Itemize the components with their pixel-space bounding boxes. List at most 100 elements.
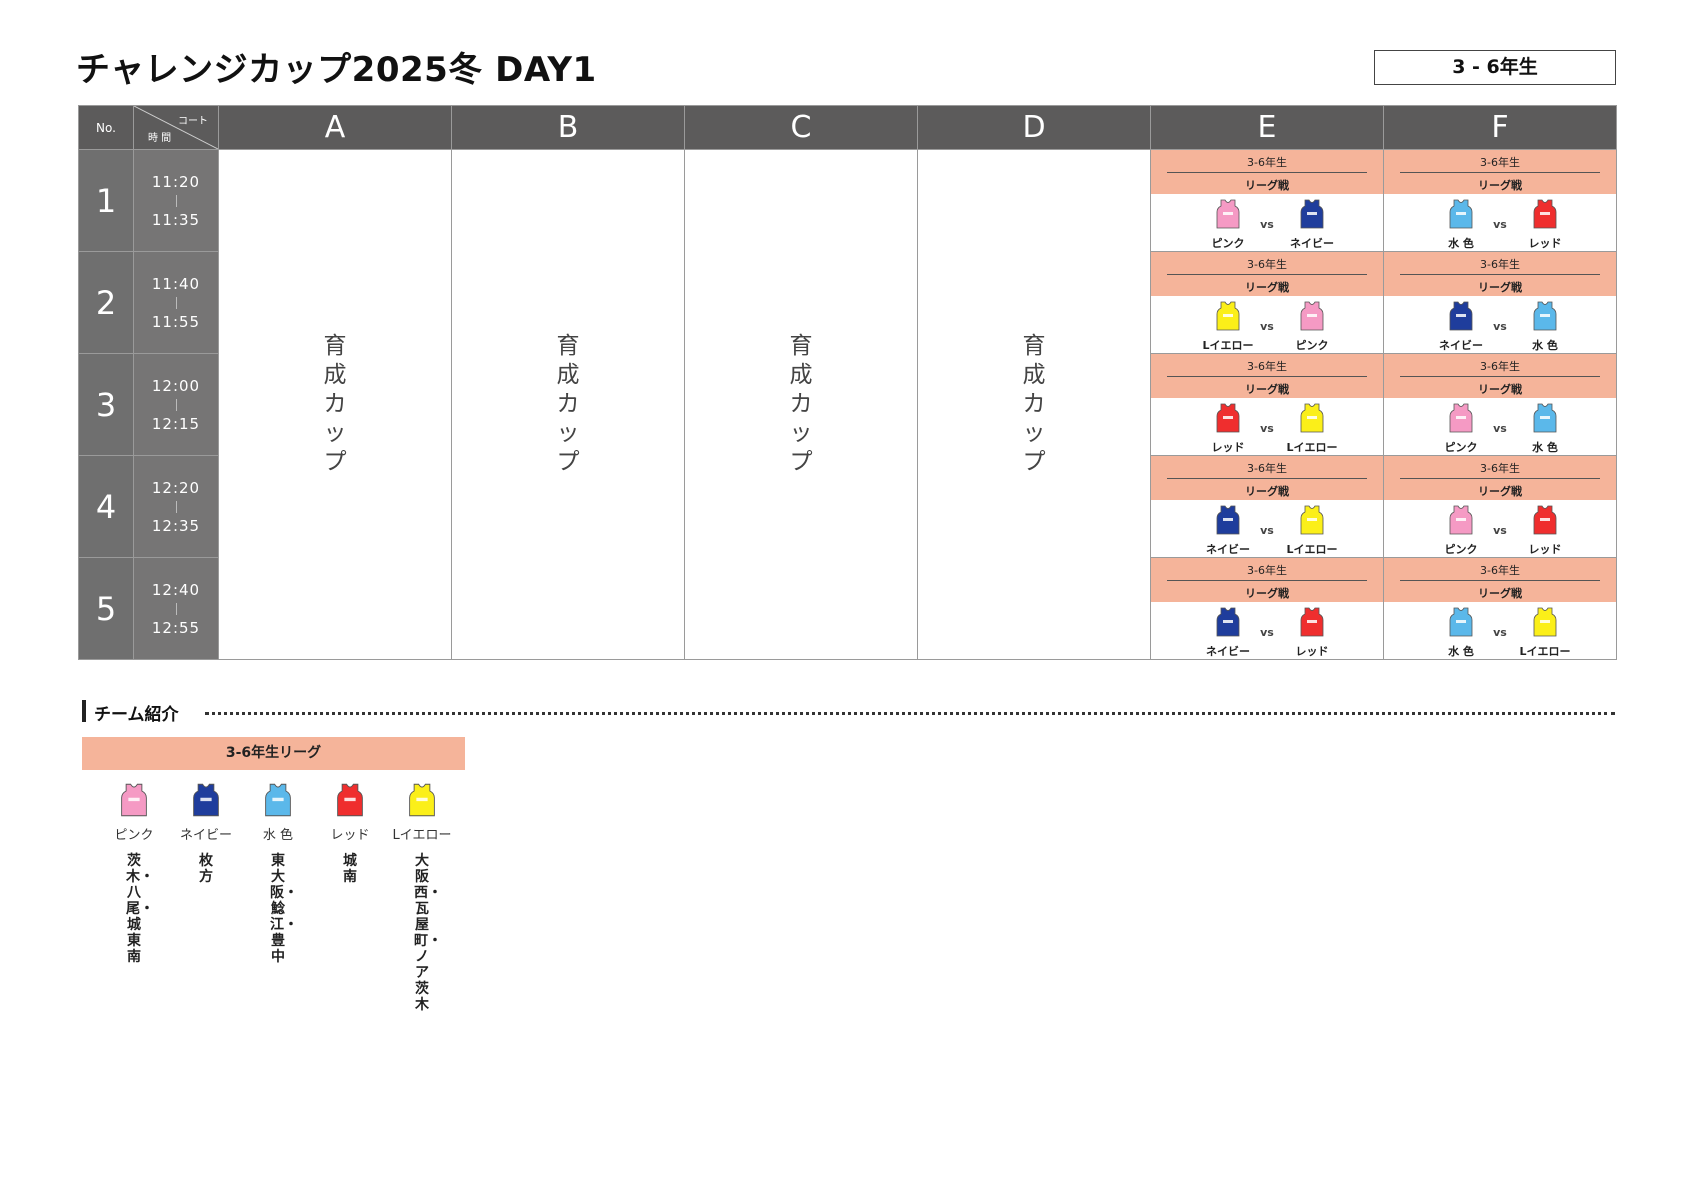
- team-name: レッド: [1528, 237, 1562, 250]
- team-name: 水 色: [1532, 441, 1558, 454]
- ikusei-cup-label: 育成カップ: [556, 333, 580, 475]
- team-name: Lイエロー: [1286, 441, 1338, 454]
- match-body: レッド vs Lイエロー: [1151, 398, 1383, 455]
- match-grade: 3-6年生: [1167, 256, 1367, 275]
- start-time: 12:20: [151, 478, 201, 497]
- table-row: 5 12:40 12:55 3-6年生 リーグ戦 ネイビー vs レッド 3-6年生 リーグ戦水 …: [78, 557, 1617, 660]
- team-members: 茨木・八尾・城東南: [126, 853, 154, 965]
- court-header-a: A: [218, 105, 452, 150]
- bib-icon: [191, 782, 221, 818]
- team-color-name: Lイエロー: [392, 828, 452, 843]
- team-left: 水 色: [1426, 606, 1496, 659]
- match-body: ネイビー vs レッド: [1151, 602, 1383, 659]
- bib-icon: [119, 782, 149, 818]
- team-left: レッド: [1193, 402, 1263, 455]
- match-body: Lイエロー vs ピンク: [1151, 296, 1383, 353]
- bib-icon: [1299, 300, 1325, 332]
- intro-dotted-rule: [205, 712, 1615, 715]
- intro-title: チーム紹介: [94, 705, 179, 725]
- bib-icon: [1448, 504, 1474, 536]
- team-members: 枚方: [199, 853, 213, 885]
- team-right: ピンク: [1277, 300, 1347, 353]
- match-cell-f: 3-6年生 リーグ戦 ネイビー vs 水 色: [1383, 251, 1617, 354]
- team-color-name: レッド: [330, 828, 370, 843]
- team-left: ピンク: [1426, 402, 1496, 455]
- match-grade: 3-6年生: [1400, 460, 1600, 479]
- bib-icon: [1215, 504, 1241, 536]
- ikusei-cup-court-a: 育成カップ: [218, 149, 452, 660]
- ikusei-cup-court-b: 育成カップ: [451, 149, 685, 660]
- team-name: ピンク: [1444, 441, 1478, 454]
- team-name: レッド: [1211, 441, 1245, 454]
- bib-icon: [335, 782, 365, 818]
- bib-icon: [1215, 402, 1241, 434]
- team-color-name: ピンク: [114, 828, 154, 843]
- vs-label: vs: [1493, 524, 1507, 537]
- team-right: レッド: [1277, 606, 1347, 659]
- table-row: 1 11:20 11:35 育成カップ 育成カップ 育成カップ 育成カップ 3-6年生 リーグ戦…: [78, 149, 1617, 660]
- team-left: 水 色: [1426, 198, 1496, 251]
- intro-bar: [82, 700, 86, 722]
- bib-icon: [407, 782, 437, 818]
- match-type: リーグ戦: [1245, 383, 1289, 396]
- team-members: 大阪西・瓦屋町・ノア茨木: [414, 853, 442, 1013]
- header-court-time: コート 時 間: [133, 105, 219, 150]
- bib-icon: [1448, 606, 1474, 638]
- time-slot: 12:00 12:15: [133, 353, 219, 456]
- ikusei-cup-court-d: 育成カップ: [917, 149, 1151, 660]
- match-type: リーグ戦: [1478, 485, 1522, 498]
- match-body: ピンク vs レッド: [1384, 500, 1616, 557]
- bib-icon: [1299, 606, 1325, 638]
- team-left: ネイビー: [1426, 300, 1496, 353]
- vs-label: vs: [1260, 422, 1274, 435]
- row-number: 2: [78, 251, 134, 354]
- team-name: ピンク: [1295, 339, 1329, 352]
- team-color-name: 水 色: [262, 828, 294, 843]
- team-name: Lイエロー: [1519, 645, 1571, 658]
- end-time: 12:55: [151, 618, 201, 637]
- row-number: 4: [78, 455, 134, 558]
- team-name: Lイエロー: [1286, 543, 1338, 556]
- team-left: Lイエロー: [1193, 300, 1263, 353]
- vs-label: vs: [1493, 626, 1507, 639]
- match-grade: 3-6年生: [1400, 256, 1600, 275]
- ikusei-cup-label: 育成カップ: [789, 333, 813, 475]
- team-name: レッド: [1528, 543, 1562, 556]
- bib-icon: [1215, 606, 1241, 638]
- end-time: 11:55: [151, 312, 201, 331]
- team-right: 水 色: [1510, 402, 1580, 455]
- match-body: ネイビー vs Lイエロー: [1151, 500, 1383, 557]
- match-header: 3-6年生 リーグ戦: [1384, 150, 1616, 194]
- team-name: ネイビー: [1206, 645, 1250, 658]
- court-header-d: D: [917, 105, 1151, 150]
- match-type: リーグ戦: [1245, 281, 1289, 294]
- team-right: Lイエロー: [1277, 402, 1347, 455]
- team-intro-item: ネイビー 枚方: [170, 782, 242, 885]
- team-left: ネイビー: [1193, 606, 1263, 659]
- start-time: 11:20: [151, 172, 201, 191]
- row-number: 3: [78, 353, 134, 456]
- match-body: 水 色 vs レッド: [1384, 194, 1616, 251]
- match-body: ピンク vs 水 色: [1384, 398, 1616, 455]
- start-time: 12:40: [151, 580, 201, 599]
- page-title: チャレンジカップ2025冬 DAY1: [76, 50, 597, 90]
- match-body: 水 色 vs Lイエロー: [1384, 602, 1616, 659]
- vs-label: vs: [1260, 218, 1274, 231]
- match-cell-f: 3-6年生 リーグ戦水 色 vs Lイエロー: [1383, 557, 1617, 660]
- vs-label: vs: [1260, 524, 1274, 537]
- table-row: 4 12:20 12:35 3-6年生 リーグ戦 ネイビー vs Lイエロー 3-6年生 リーグ戦…: [78, 455, 1617, 558]
- match-body: ネイビー vs 水 色: [1384, 296, 1616, 353]
- match-cell-e: 3-6年生 リーグ戦 レッド vs Lイエロー: [1150, 353, 1384, 456]
- team-left: ネイビー: [1193, 504, 1263, 557]
- match-header: 3-6年生 リーグ戦: [1151, 456, 1383, 500]
- team-members: 東大阪・鯰江・豊中: [270, 853, 298, 965]
- table-row: 2 11:40 11:55 3-6年生 リーグ戦 Lイエロー vs ピンク 3-6年生 リーグ戦ネ…: [78, 251, 1617, 354]
- team-name: ピンク: [1211, 237, 1245, 250]
- match-type: リーグ戦: [1478, 587, 1522, 600]
- header-time-label: 時 間: [148, 133, 172, 144]
- end-time: 12:35: [151, 516, 201, 535]
- team-name: ピンク: [1444, 543, 1478, 556]
- team-right: Lイエロー: [1277, 504, 1347, 557]
- bib-icon: [1532, 198, 1558, 230]
- match-cell-f: 3-6年生 リーグ戦 ピンク vs 水 色: [1383, 353, 1617, 456]
